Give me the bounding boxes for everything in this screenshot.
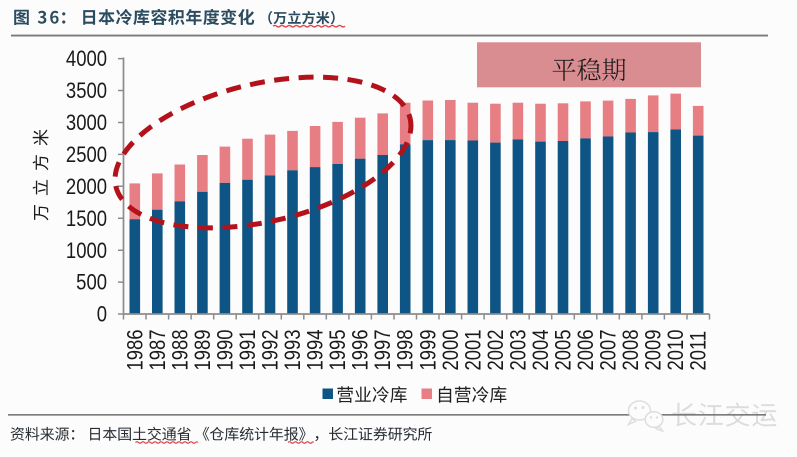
svg-text:2000: 2000 (66, 175, 107, 199)
svg-text:1993: 1993 (282, 329, 306, 370)
svg-text:1990: 1990 (214, 329, 238, 370)
svg-text:1995: 1995 (327, 329, 351, 370)
svg-text:1997: 1997 (372, 329, 396, 370)
svg-text:1987: 1987 (146, 329, 170, 370)
svg-text:500: 500 (76, 271, 107, 295)
svg-text:1991: 1991 (237, 329, 261, 370)
svg-text:0: 0 (97, 303, 107, 327)
svg-text:3500: 3500 (66, 80, 107, 104)
svg-text:2006: 2006 (575, 329, 599, 370)
svg-text:3000: 3000 (66, 112, 107, 136)
svg-text:2010: 2010 (665, 329, 689, 370)
svg-text:1998: 1998 (394, 329, 418, 370)
svg-text:2500: 2500 (66, 144, 107, 168)
svg-text:2009: 2009 (642, 329, 666, 370)
svg-text:1986: 1986 (124, 329, 148, 370)
svg-text:1999: 1999 (417, 329, 441, 370)
svg-text:1500: 1500 (66, 207, 107, 231)
svg-text:1988: 1988 (169, 329, 193, 370)
svg-text:2005: 2005 (552, 329, 576, 370)
svg-text:2007: 2007 (597, 329, 621, 370)
svg-text:2002: 2002 (484, 329, 508, 370)
svg-text:4000: 4000 (66, 48, 107, 72)
svg-text:2011: 2011 (687, 331, 711, 371)
svg-text:1992: 1992 (259, 329, 283, 370)
svg-text:1989: 1989 (191, 329, 215, 370)
svg-text:1994: 1994 (304, 329, 328, 370)
svg-text:2004: 2004 (530, 329, 554, 370)
svg-text:2003: 2003 (507, 329, 531, 370)
svg-text:1000: 1000 (66, 239, 107, 263)
svg-text:2000: 2000 (439, 329, 463, 370)
svg-text:1996: 1996 (349, 329, 373, 370)
svg-text:2008: 2008 (620, 329, 644, 370)
svg-text:2001: 2001 (462, 329, 486, 370)
